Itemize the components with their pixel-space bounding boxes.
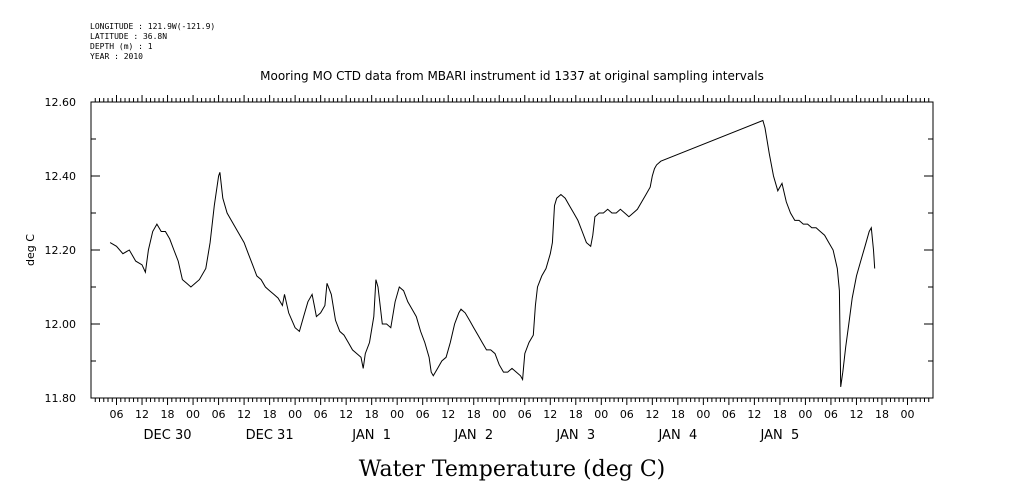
x-day-label: DEC 30 xyxy=(144,428,192,443)
x-tick-label: 12 xyxy=(747,408,761,421)
x-axis-label: Water Temperature (deg C) xyxy=(359,457,666,482)
x-day-label: JAN 4 xyxy=(657,428,697,443)
water-temperature-line xyxy=(109,119,876,387)
depth-text: DEPTH (m) : 1 xyxy=(90,42,153,51)
x-tick-label: 18 xyxy=(365,408,379,421)
latitude-text: LATITUDE : 36.8N xyxy=(90,32,168,41)
y-tick-label: 12.00 xyxy=(45,318,77,331)
y-tick-label: 11.80 xyxy=(45,392,77,405)
x-tick-label: 12 xyxy=(543,408,557,421)
x-tick-label: 18 xyxy=(161,408,175,421)
x-tick-label: 00 xyxy=(900,408,914,421)
x-tick-label: 18 xyxy=(671,408,685,421)
x-tick-label: 12 xyxy=(441,408,455,421)
x-tick-label: 00 xyxy=(390,408,404,421)
x-tick-label: 00 xyxy=(186,408,200,421)
x-tick-label: 00 xyxy=(696,408,710,421)
x-tick-label: 18 xyxy=(263,408,277,421)
x-tick-label: 18 xyxy=(467,408,481,421)
x-tick-label: 06 xyxy=(110,408,124,421)
x-day-label: JAN 1 xyxy=(351,428,391,443)
x-tick-label: 06 xyxy=(416,408,430,421)
year-text: YEAR : 2010 xyxy=(90,52,143,61)
x-tick-label: 00 xyxy=(594,408,608,421)
x-tick-label: 00 xyxy=(288,408,302,421)
x-tick-label: 00 xyxy=(492,408,506,421)
x-tick-label: 12 xyxy=(237,408,251,421)
x-day-label: JAN 3 xyxy=(555,428,595,443)
x-axis: 06 12 18 00 06 12 18 00 06 12 18 00 06 12 18 00 06 12 18 00… xyxy=(94,95,930,443)
y-axis: 11.80 12.00 12.20 12.40 12.60 xyxy=(45,96,933,405)
x-day-label: JAN 5 xyxy=(760,428,800,443)
x-tick-label: 12 xyxy=(135,408,149,421)
x-tick-label: 12 xyxy=(645,408,659,421)
y-tick-label: 12.40 xyxy=(45,170,77,183)
plot-frame xyxy=(90,101,934,399)
series-group xyxy=(109,119,876,387)
x-tick-label: 18 xyxy=(773,408,787,421)
x-tick-label: 12 xyxy=(849,408,863,421)
x-tick-label: 06 xyxy=(518,408,532,421)
y-tick-label: 12.60 xyxy=(45,96,77,109)
x-tick-label: 06 xyxy=(722,408,736,421)
y-axis-label: deg C xyxy=(24,234,37,266)
metadata-block: LONGITUDE : 121.9W(-121.9) LATITUDE : 36… xyxy=(90,22,215,62)
x-tick-label: 06 xyxy=(314,408,328,421)
chart-title: Mooring MO CTD data from MBARI instrumen… xyxy=(260,69,764,83)
x-day-label: DEC 31 xyxy=(246,428,294,443)
x-tick-label: 12 xyxy=(339,408,353,421)
y-tick-label: 12.20 xyxy=(45,244,77,257)
x-tick-label: 06 xyxy=(620,408,634,421)
x-day-label: JAN 2 xyxy=(453,428,493,443)
x-tick-label: 18 xyxy=(875,408,889,421)
x-tick-label: 00 xyxy=(798,408,812,421)
plot-border xyxy=(90,101,934,399)
x-tick-label: 06 xyxy=(212,408,226,421)
x-tick-label: 18 xyxy=(569,408,583,421)
x-tick-label: 06 xyxy=(824,408,838,421)
longitude-text: LONGITUDE : 121.9W(-121.9) xyxy=(90,22,216,31)
